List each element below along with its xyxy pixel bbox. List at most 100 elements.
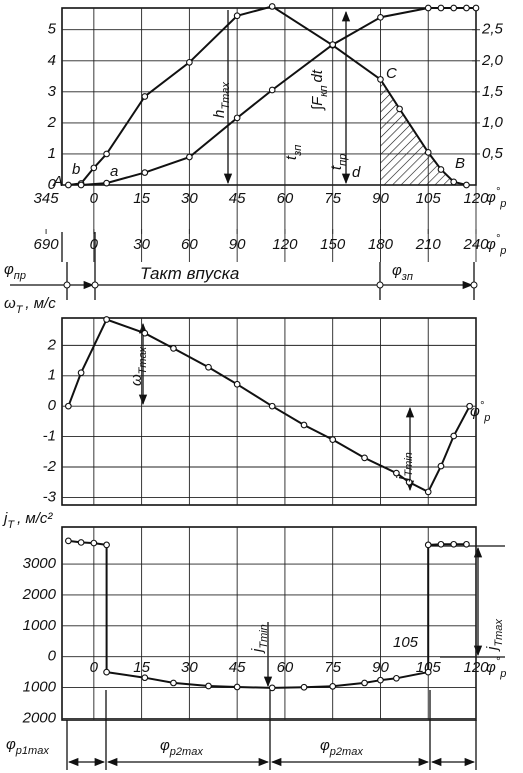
annotation-part: dt [309, 69, 326, 82]
point [300, 683, 308, 691]
annotation: jTmax [484, 619, 505, 652]
point [424, 488, 432, 496]
point [90, 164, 98, 172]
point [233, 380, 241, 388]
point [141, 329, 149, 337]
y-tick-label: 0 [48, 648, 57, 665]
annotation: ωTmax [128, 346, 149, 386]
hatched-area [380, 79, 467, 185]
y-tick-label: 2000 [22, 586, 57, 603]
point [450, 4, 458, 12]
annotation-part: B [455, 155, 465, 172]
annotation-part: ° [496, 656, 501, 668]
point [103, 668, 110, 676]
y-tick-label: 1000 [23, 679, 57, 696]
annotation-part: Tmin [258, 624, 270, 648]
annotation: φ°p [486, 186, 506, 210]
annotation-part: j [2, 510, 8, 527]
annotation: φ°p [486, 656, 506, 680]
annotation-part: p2max [329, 746, 364, 758]
annotation-part: p [499, 198, 506, 210]
point [65, 537, 72, 545]
annotation: 105 [393, 634, 419, 651]
annotation-part: Такт впуска [140, 264, 239, 283]
y-tick-label: 2 [47, 336, 57, 353]
point [233, 683, 241, 691]
y-tick-label: 3 [48, 83, 57, 100]
point [77, 539, 85, 546]
point [405, 478, 413, 486]
annotation: tзп [283, 145, 304, 160]
point [393, 674, 400, 682]
annotation-part: j [484, 646, 501, 652]
annotation-part: , м/с [25, 295, 56, 312]
dimension-lines [10, 10, 505, 770]
annotation-part: d [352, 164, 361, 181]
point [377, 676, 384, 684]
point [396, 105, 403, 113]
point [424, 4, 432, 12]
y-tick-label: 5 [48, 21, 57, 38]
point [437, 540, 445, 548]
annotation-part: φ [486, 189, 496, 206]
point [466, 402, 473, 410]
y-tick-label: 2000 [22, 709, 57, 726]
annotation-part: Tmin [403, 452, 415, 476]
point [77, 181, 85, 189]
annotation: Такт впуска [140, 264, 239, 283]
point [103, 150, 110, 158]
annotation-part: Tmax [137, 346, 149, 374]
point [141, 169, 149, 176]
annotation-part: φ [392, 262, 402, 279]
point [437, 166, 445, 173]
annotation: φp2max [320, 737, 363, 758]
point [65, 402, 72, 410]
point [103, 541, 110, 549]
point [450, 540, 458, 548]
annotation-part: j [394, 476, 411, 482]
y-tick-label: 4 [48, 52, 56, 69]
annotation-part: A [52, 173, 63, 190]
point [65, 181, 72, 189]
annotation-part: p [483, 412, 490, 424]
annotation: jT, м/с² [2, 510, 53, 531]
annotation-part: ω [4, 295, 16, 312]
point [424, 541, 432, 549]
annotation-part: , м/с² [17, 510, 53, 527]
x-tick-label: 345 [34, 190, 60, 207]
point [141, 674, 149, 682]
point [77, 369, 85, 377]
x2-tick-label: 60 [181, 236, 198, 253]
point [437, 462, 445, 470]
point [268, 402, 276, 410]
x2-tick-label: 0 [90, 236, 99, 253]
point [170, 679, 177, 687]
annotation: tпр [328, 154, 349, 170]
annotation-part: зп [292, 145, 304, 157]
point [300, 421, 308, 429]
annotation-part: пр [337, 154, 349, 166]
annotation: A [52, 173, 63, 190]
annotation-part: ° [480, 400, 485, 412]
x2-tick-label: 240 [462, 236, 489, 253]
point [233, 114, 241, 122]
y2-tick-label: 1,5 [482, 83, 504, 100]
point [463, 181, 470, 189]
annotation: ∫Fкп dt [309, 69, 330, 111]
point [463, 540, 470, 548]
annotation-part: зп [401, 271, 413, 283]
point [377, 13, 384, 21]
annotation: C [386, 65, 397, 82]
y-tick-label: -1 [43, 428, 56, 445]
annotation: b [72, 161, 80, 178]
y-tick-label: 3000 [23, 555, 57, 572]
x2-tick-label: 210 [415, 236, 442, 253]
annotation-part: 105 [393, 634, 419, 651]
annotation-part: ω [128, 374, 145, 386]
annotation-part: φ [486, 659, 496, 676]
annotation-part: p1max [15, 745, 50, 757]
annotation-part: j [249, 648, 266, 654]
annotation-part: T [7, 519, 15, 531]
annotation: φ°p [470, 400, 490, 424]
